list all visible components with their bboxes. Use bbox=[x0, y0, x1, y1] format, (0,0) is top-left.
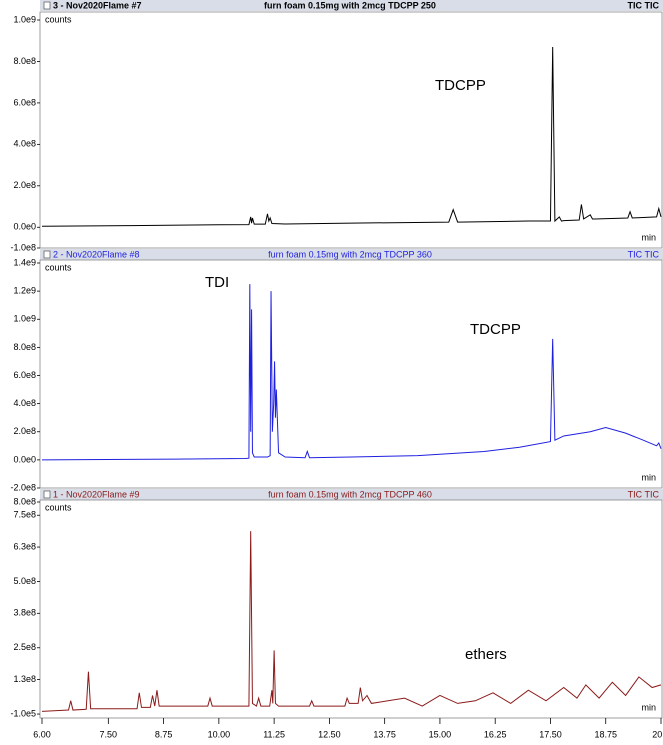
plot-frame bbox=[39, 499, 663, 719]
trace bbox=[41, 284, 662, 461]
y-tick-label: 6.0e8 bbox=[13, 97, 36, 107]
plot-frame bbox=[39, 11, 663, 249]
x-axis-label: min bbox=[641, 232, 656, 242]
header-icon bbox=[43, 490, 51, 499]
y-tick-label: 6.0e8 bbox=[13, 370, 36, 380]
trace-label: TIC TIC bbox=[628, 489, 660, 499]
trace bbox=[41, 531, 662, 712]
annotation: TDCPP bbox=[435, 77, 486, 94]
plot-frame bbox=[39, 259, 663, 489]
panel-header bbox=[40, 489, 663, 500]
y-tick-label: 0.0e0 bbox=[13, 454, 36, 464]
y-tick-label: 8.0e8 bbox=[13, 56, 36, 66]
y-tick-label: 1.2e9 bbox=[13, 286, 36, 296]
y-tick-label: 5.0e8 bbox=[13, 576, 36, 586]
x-tick-label: 18.75 bbox=[594, 729, 617, 739]
panel-name: 3 - Nov2020Flame #7 bbox=[53, 0, 142, 10]
x-axis-label: min bbox=[641, 702, 656, 712]
x-tick-label: 20.0 bbox=[652, 729, 663, 739]
y-tick-label: 4.0e8 bbox=[13, 398, 36, 408]
y-tick-label: -1.0e5 bbox=[10, 708, 36, 718]
panel-header bbox=[40, 0, 663, 11]
x-tick-label: 13.75 bbox=[373, 729, 396, 739]
trace-label: TIC TIC bbox=[628, 0, 660, 10]
y-tick-label: 7.5e8 bbox=[13, 510, 36, 520]
annotation: TDI bbox=[205, 274, 229, 291]
y-tick-label: 8.0e8 bbox=[13, 342, 36, 352]
trace bbox=[41, 46, 662, 227]
y-tick-label: 0.0e0 bbox=[13, 222, 36, 232]
y-tick-label: 6.3e8 bbox=[13, 541, 36, 551]
x-axis-label: min bbox=[641, 472, 656, 482]
y-tick-label: 1.3e8 bbox=[13, 674, 36, 684]
x-tick-label: 7.50 bbox=[100, 729, 118, 739]
trace-label: TIC TIC bbox=[628, 249, 660, 259]
y-tick-label: 2.5e8 bbox=[13, 642, 36, 652]
panel-header bbox=[40, 249, 663, 260]
header-icon bbox=[43, 250, 51, 259]
x-tick-label: 8.75 bbox=[155, 729, 173, 739]
x-tick-label: 12.50 bbox=[318, 729, 341, 739]
y-tick-label: 3.8e8 bbox=[13, 608, 36, 618]
y-axis-label: counts bbox=[45, 14, 72, 24]
panel-title: furn foam 0.15mg with 2mcg TDCPP 460 bbox=[268, 489, 432, 499]
y-tick-label: 2.0e8 bbox=[13, 180, 36, 190]
x-tick-label: 10.00 bbox=[208, 729, 231, 739]
panel-name: 1 - Nov2020Flame #9 bbox=[53, 489, 140, 499]
x-tick-label: 6.00 bbox=[33, 729, 51, 739]
annotation: ethers bbox=[465, 646, 507, 663]
y-tick-label: 2.0e8 bbox=[13, 426, 36, 436]
y-axis-label: counts bbox=[45, 262, 72, 272]
y-tick-label: 1.4e9 bbox=[13, 257, 36, 267]
x-tick-label: 16.25 bbox=[484, 729, 507, 739]
panel-name: 2 - Nov2020Flame #8 bbox=[53, 249, 140, 259]
y-axis-label: counts bbox=[45, 502, 72, 512]
y-tick-label: 1.0e9 bbox=[13, 14, 36, 24]
y-tick-label: 1.0e9 bbox=[13, 314, 36, 324]
header-icon bbox=[43, 1, 51, 10]
x-tick-label: 11.25 bbox=[263, 729, 285, 739]
x-tick-label: 17.50 bbox=[539, 729, 562, 739]
y-tick-label: -1.0e8 bbox=[10, 242, 36, 252]
annotation: TDCPP bbox=[470, 321, 521, 338]
y-tick-label: 4.0e8 bbox=[13, 139, 36, 149]
x-tick-label: 15.00 bbox=[429, 729, 452, 739]
panel-title: furn foam 0.15mg with 2mcg TDCPP 250 bbox=[264, 0, 436, 10]
panel-title: furn foam 0.15mg with 2mcg TDCPP 360 bbox=[268, 249, 432, 259]
y-tick-label: 8.0e8 bbox=[13, 496, 36, 506]
y-tick-label: -2.0e8 bbox=[10, 482, 36, 492]
